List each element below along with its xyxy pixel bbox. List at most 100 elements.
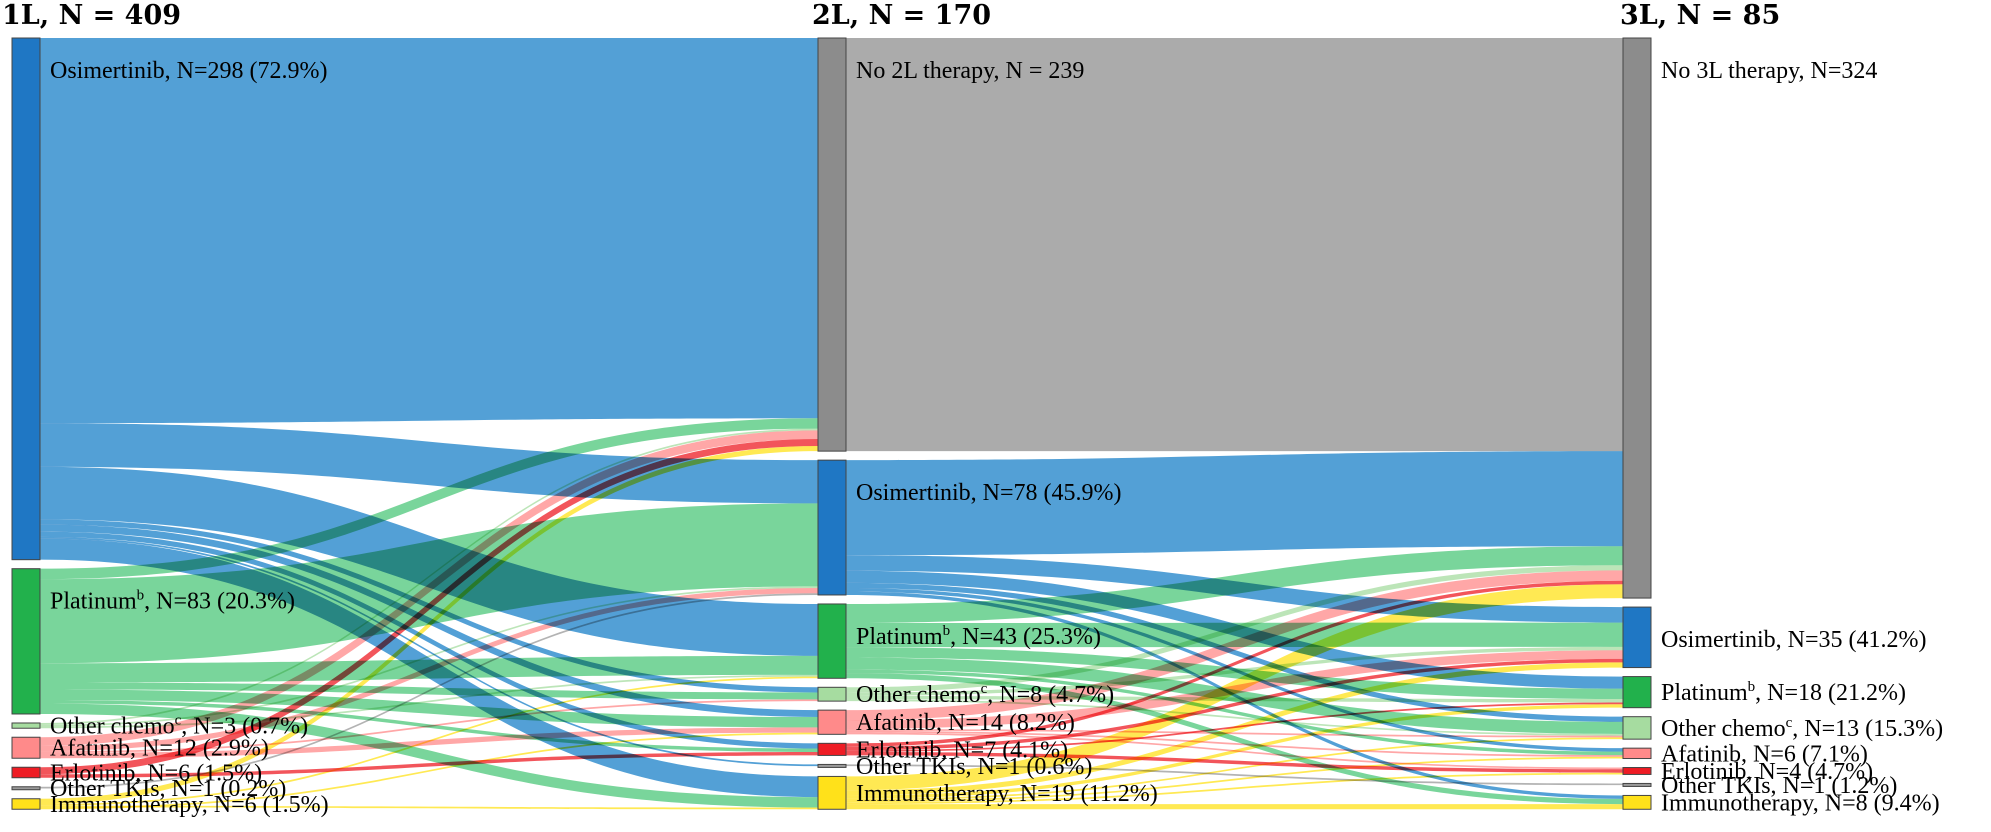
flow-1l-erlotinib-to-2l-none [40, 439, 818, 775]
label-part: Platinum [1661, 680, 1748, 706]
label-part: , N=13 (15.3%) [1792, 716, 1943, 742]
node-1l-other-tkis [11, 786, 41, 791]
flow-1l-platinum-to-2l-osimertinib [40, 503, 818, 664]
node-2l-other-tkis [817, 763, 847, 768]
node-3l-none [1622, 37, 1652, 599]
node-2l-none [817, 37, 847, 452]
node-label-2l-other-tkis: Other TKIs, N=1 (0.6%) [856, 754, 1092, 780]
node-label-1l-afatinib: Afatinib, N=12 (2.9%) [50, 736, 269, 762]
node-label-3l-other-tkis: Other TKIs, N=1 (1.2%) [1661, 773, 1897, 799]
flow-1l-other-chemo-to-2l-osimertinib [40, 586, 818, 727]
flow-1l-afatinib-to-2l-osimertinib [40, 588, 818, 752]
flow-1l-other-chemo-to-2l-platinum [40, 674, 818, 729]
node-label-3l-none: No 3L therapy, N=324 [1661, 58, 1877, 84]
label-layer: Osimertinib, N=298 (72.9%)Platinumb, N=8… [50, 58, 1943, 818]
node-label-1l-other-tkis: Other TKIs, N=1 (0.2%) [50, 776, 286, 802]
label-part: , N=43 (25.3%) [950, 624, 1101, 650]
flow-2l-afatinib-to-3l-other-chemo [846, 729, 1623, 738]
label-part: , N=8 (4.7%) [987, 682, 1114, 708]
flow-2l-other-chemo-to-3l-osimertinib [846, 646, 1623, 696]
node-3l-erlotinib [1622, 767, 1652, 775]
label-superscript: c [1786, 715, 1793, 731]
flow-1l-immunotherapy-to-2l-immunotherapy [40, 805, 818, 810]
flow-1l-osimertinib-to-2l-none [40, 38, 818, 424]
label-part: Other chemo [50, 714, 175, 740]
label-superscript: c [175, 713, 182, 729]
flow-2l-immunotherapy-to-3l-other-chemo [846, 737, 1623, 801]
flow-1l-erlotinib-to-2l-erlotinib [40, 751, 818, 778]
flow-2l-platinum-to-3l-other-chemo [846, 657, 1623, 734]
node-layer [11, 37, 1652, 810]
flow-1l-afatinib-to-2l-other-chemo [40, 699, 818, 753]
node-1l-platinum [11, 568, 41, 715]
node-label-2l-osimertinib: Osimertinib, N=78 (45.9%) [856, 480, 1122, 506]
flow-2l-erlotinib-to-3l-osimertinib [846, 658, 1623, 751]
label-part: , N=83 (20.3%) [144, 589, 295, 615]
label-superscript: b [137, 588, 145, 604]
flow-2l-none-to-3l-none [846, 38, 1623, 452]
flow-2l-immunotherapy-to-3l-none [846, 584, 1623, 791]
node-label-2l-other-chemo: Other chemoc, N=8 (4.7%) [856, 681, 1114, 708]
flow-1l-platinum-to-2l-none [40, 418, 818, 580]
node-3l-other-chemo [1622, 716, 1652, 740]
label-part: Platinum [50, 589, 137, 615]
label-part: , N=3 (0.7%) [181, 714, 308, 740]
node-2l-osimertinib [817, 459, 847, 596]
label-part: Other chemo [1661, 716, 1786, 742]
node-label-3l-immunotherapy: Immunotherapy, N=8 (9.4%) [1661, 790, 1940, 816]
node-label-1l-other-chemo: Other chemoc, N=3 (0.7%) [50, 713, 308, 740]
flow-1l-platinum-to-2l-afatinib [40, 689, 818, 728]
node-label-3l-other-chemo: Other chemoc, N=13 (15.3%) [1661, 715, 1943, 742]
flow-2l-immunotherapy-to-3l-osimertinib [846, 662, 1623, 796]
flow-1l-other-chemo-to-2l-none [40, 428, 818, 725]
flow-1l-immunotherapy-to-2l-afatinib [40, 732, 818, 810]
node-3l-platinum [1622, 676, 1652, 709]
node-label-2l-erlotinib: Erlotinib, N=7 (4.1%) [856, 737, 1068, 763]
column-title-3l: 3L, N = 85 [1620, 0, 1780, 31]
node-label-3l-platinum: Platinumb, N=18 (21.2%) [1661, 679, 1906, 706]
node-3l-other-tkis [1622, 782, 1652, 787]
flow-layer [40, 38, 1623, 810]
node-1l-afatinib [11, 736, 41, 759]
node-1l-erlotinib [11, 766, 41, 779]
flow-2l-osimertinib-to-3l-other-chemo [846, 582, 1623, 722]
flow-1l-osimertinib-to-2l-osimertinib [40, 423, 818, 504]
flow-2l-other-chemo-to-3l-other-chemo [846, 699, 1623, 736]
node-1l-other-chemo [11, 722, 41, 729]
node-3l-osimertinib [1622, 606, 1652, 669]
flow-2l-platinum-to-3l-osimertinib [846, 622, 1623, 648]
flow-1l-afatinib-to-2l-afatinib [40, 727, 818, 759]
flow-1l-osimertinib-to-2l-other-tkis [40, 536, 818, 767]
flow-2l-other-tkis-to-3l-other-tkis [846, 764, 1623, 786]
column-title-layer: 1L, N = 409 2L, N = 170 3L, N = 85 [2, 0, 1780, 31]
label-part: , N=18 (21.2%) [1755, 680, 1906, 706]
node-1l-immunotherapy [11, 798, 41, 810]
node-label-2l-none: No 2L therapy, N = 239 [856, 58, 1084, 84]
flow-2l-platinum-to-3l-afatinib [846, 669, 1623, 756]
node-label-3l-erlotinib: Erlotinib, N=4 (4.7%) [1661, 759, 1873, 785]
flow-2l-afatinib-to-3l-afatinib [846, 730, 1623, 757]
flow-2l-osimertinib-to-3l-none [846, 451, 1623, 556]
flow-1l-platinum-to-2l-immunotherapy [40, 703, 818, 808]
flow-2l-afatinib-to-3l-none [846, 570, 1623, 721]
node-2l-immunotherapy [817, 775, 847, 810]
flow-1l-other-tkis-to-2l-osimertinib [40, 593, 818, 789]
flow-2l-platinum-to-3l-immunotherapy [846, 673, 1623, 805]
node-2l-afatinib [817, 709, 847, 735]
label-superscript: b [943, 623, 951, 639]
node-label-2l-platinum: Platinumb, N=43 (25.3%) [856, 623, 1101, 650]
column-title-1l: 1L, N = 409 [2, 0, 181, 31]
node-2l-platinum [817, 603, 847, 679]
node-2l-erlotinib [817, 742, 847, 756]
label-part: Other chemo [856, 682, 981, 708]
node-label-1l-osimertinib: Osimertinib, N=298 (72.9%) [50, 58, 328, 84]
label-superscript: c [981, 681, 988, 697]
node-label-1l-immunotherapy: Immunotherapy, N=6 (1.5%) [50, 792, 329, 818]
flow-2l-immunotherapy-to-3l-afatinib [846, 756, 1623, 803]
flow-2l-erlotinib-to-3l-none [846, 580, 1623, 747]
flow-2l-immunotherapy-to-3l-platinum [846, 704, 1623, 799]
node-label-1l-platinum: Platinumb, N=83 (20.3%) [50, 588, 295, 615]
node-label-3l-osimertinib: Osimertinib, N=35 (41.2%) [1661, 627, 1927, 653]
node-1l-osimertinib [11, 37, 41, 561]
